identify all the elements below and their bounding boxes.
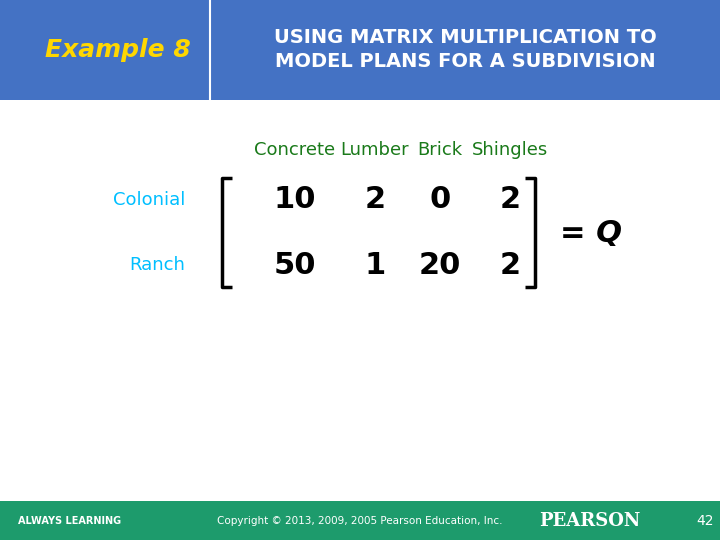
Text: PEARSON: PEARSON xyxy=(539,511,641,530)
Text: 2: 2 xyxy=(364,186,386,214)
Text: Brick: Brick xyxy=(418,141,462,159)
Text: 1: 1 xyxy=(364,251,386,280)
Text: 2: 2 xyxy=(500,186,521,214)
Text: 20: 20 xyxy=(419,251,462,280)
Bar xyxy=(0,0,720,100)
Text: 10: 10 xyxy=(274,186,316,214)
Text: ALWAYS LEARNING: ALWAYS LEARNING xyxy=(18,516,121,525)
Text: Ranch: Ranch xyxy=(129,256,185,274)
Text: = Q: = Q xyxy=(560,219,622,247)
Text: Copyright © 2013, 2009, 2005 Pearson Education, Inc.: Copyright © 2013, 2009, 2005 Pearson Edu… xyxy=(217,516,503,525)
Bar xyxy=(0,501,720,540)
Text: Example 8: Example 8 xyxy=(45,38,191,62)
Text: MODEL PLANS FOR A SUBDIVISION: MODEL PLANS FOR A SUBDIVISION xyxy=(275,52,655,71)
Text: 0: 0 xyxy=(429,186,451,214)
Text: 2: 2 xyxy=(500,251,521,280)
Text: Concrete: Concrete xyxy=(254,141,336,159)
Text: 42: 42 xyxy=(696,514,714,528)
Text: Colonial: Colonial xyxy=(112,191,185,209)
Text: Lumber: Lumber xyxy=(341,141,409,159)
Text: Shingles: Shingles xyxy=(472,141,548,159)
Text: USING MATRIX MULTIPLICATION TO: USING MATRIX MULTIPLICATION TO xyxy=(274,29,657,48)
Text: 50: 50 xyxy=(274,251,316,280)
